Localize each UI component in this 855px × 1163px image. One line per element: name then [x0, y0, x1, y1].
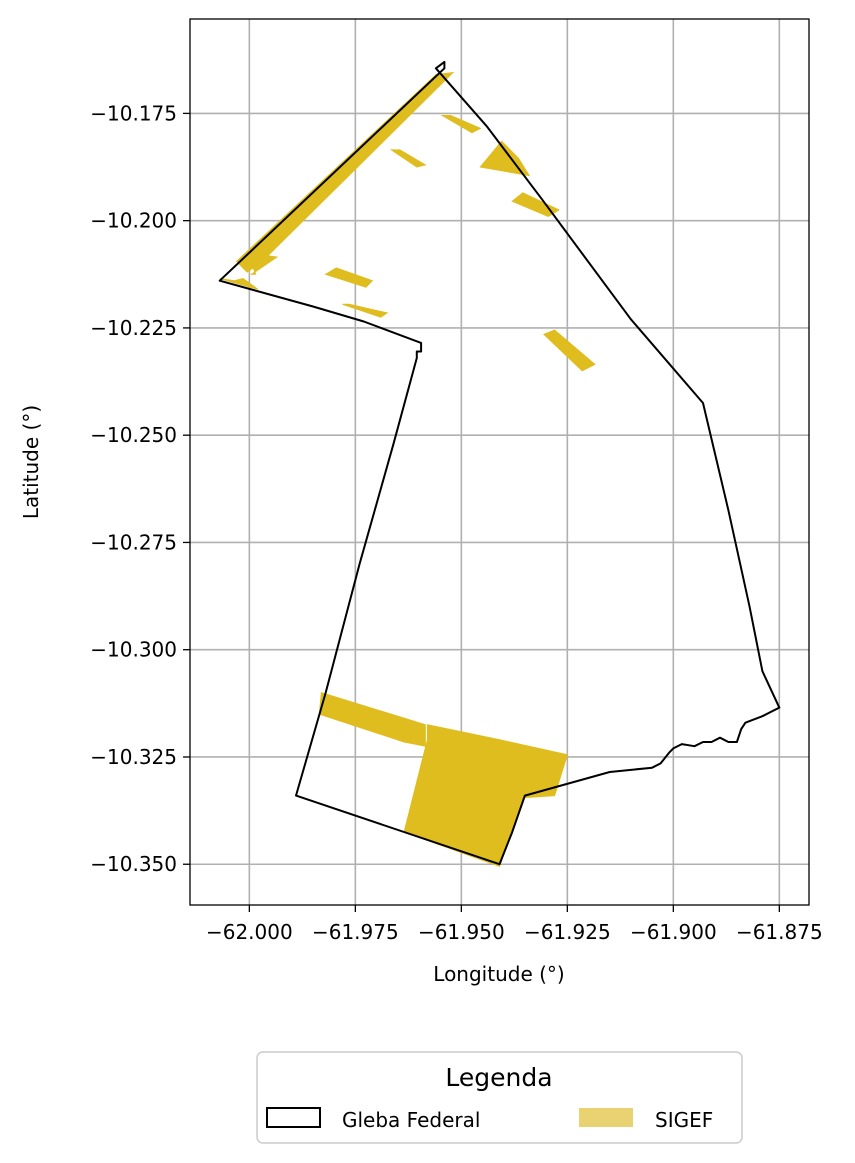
sigef-parcel: [543, 329, 596, 372]
sigef-parcel: [403, 724, 568, 868]
sigef-parcel: [479, 140, 531, 177]
y-tick-label: −10.300: [90, 638, 177, 662]
gleba-federal-layer: [218, 60, 781, 866]
y-axis-label: Latitude (°): [19, 405, 43, 519]
legend-title: Legenda: [445, 1063, 552, 1092]
legend: Legenda Gleba Federal SIGEF: [256, 1051, 743, 1144]
y-tick-label: −10.225: [90, 316, 177, 340]
x-axis-label: Longitude (°): [433, 962, 564, 986]
x-tick-label: −62.000: [206, 920, 293, 944]
y-tick-label: −10.250: [90, 423, 177, 447]
sigef-parcel: [440, 115, 482, 134]
legend-label-gleba: Gleba Federal: [342, 1108, 480, 1132]
y-tick-label: −10.175: [90, 101, 177, 125]
sigef-parcel: [389, 149, 427, 168]
x-tick-label: −61.950: [418, 920, 505, 944]
sigef-parcel: [324, 267, 374, 288]
sigef-parcel: [342, 303, 389, 318]
x-tick-label: −61.875: [736, 920, 823, 944]
legend-swatch-sigef: [579, 1108, 633, 1127]
x-tick-label: −61.925: [524, 920, 611, 944]
gleba-federal-boundary: [218, 60, 781, 866]
legend-label-sigef: SIGEF: [655, 1108, 713, 1132]
x-tick-label: −61.900: [630, 920, 717, 944]
y-tick-label: −10.350: [90, 852, 177, 876]
y-axis-ticks: −10.175 −10.200 −10.225 −10.250 −10.275 −10.3…: [90, 101, 190, 876]
sigef-parcel: [246, 252, 279, 275]
sigef-parcel: [318, 691, 426, 747]
sigef-parcel: [511, 192, 560, 217]
x-tick-label: −61.975: [312, 920, 399, 944]
y-tick-label: −10.325: [90, 745, 177, 769]
y-tick-label: −10.275: [90, 530, 177, 554]
sigef-parcel: [235, 71, 455, 273]
sigef-parcel: [219, 278, 259, 290]
y-tick-label: −10.200: [90, 209, 177, 233]
x-axis-ticks: −62.000 −61.975 −61.950 −61.925 −61.900 −61.8…: [206, 905, 823, 944]
sigef-parcels-layer: [219, 71, 596, 868]
legend-swatch-gleba: [266, 1107, 321, 1128]
plot-frame: [189, 18, 810, 906]
